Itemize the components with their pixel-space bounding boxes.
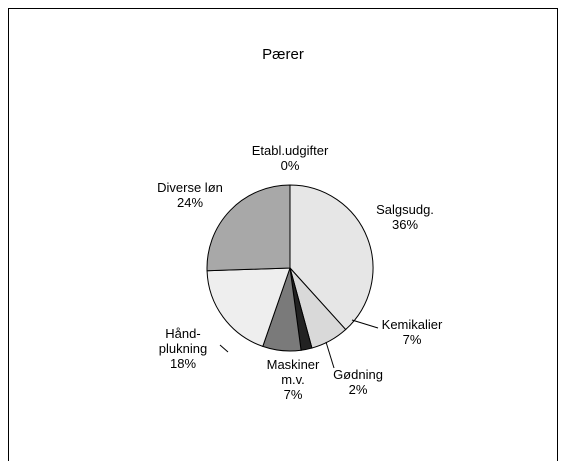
pie-slice xyxy=(206,267,291,348)
slice-value-label: 36% xyxy=(391,217,419,232)
slice-label: Maskiner m.v. xyxy=(266,357,320,387)
chart-frame xyxy=(8,8,558,461)
slice-value-label: 7% xyxy=(402,332,422,347)
pie-slice xyxy=(206,184,291,272)
leader-line xyxy=(219,344,229,353)
slice-label: Etabl.udgifter xyxy=(251,143,329,158)
slice-label: Kemikalier xyxy=(381,317,443,332)
slice-label: Gødning xyxy=(333,367,383,382)
leader-line xyxy=(351,319,379,329)
chart-title: Pærer xyxy=(262,46,304,63)
slice-label: Diverse løn xyxy=(157,180,223,195)
slice-value-label: 0% xyxy=(280,158,300,173)
pie-slice xyxy=(289,184,374,331)
leader-line xyxy=(325,341,335,369)
slice-label: Hånd- plukning xyxy=(158,326,208,356)
slice-value-label: 24% xyxy=(176,195,204,210)
slice-value-label: 2% xyxy=(348,382,368,397)
slice-value-label: 7% xyxy=(283,387,303,402)
slice-label: Salgsudg. xyxy=(376,202,434,217)
slice-value-label: 18% xyxy=(169,356,197,371)
